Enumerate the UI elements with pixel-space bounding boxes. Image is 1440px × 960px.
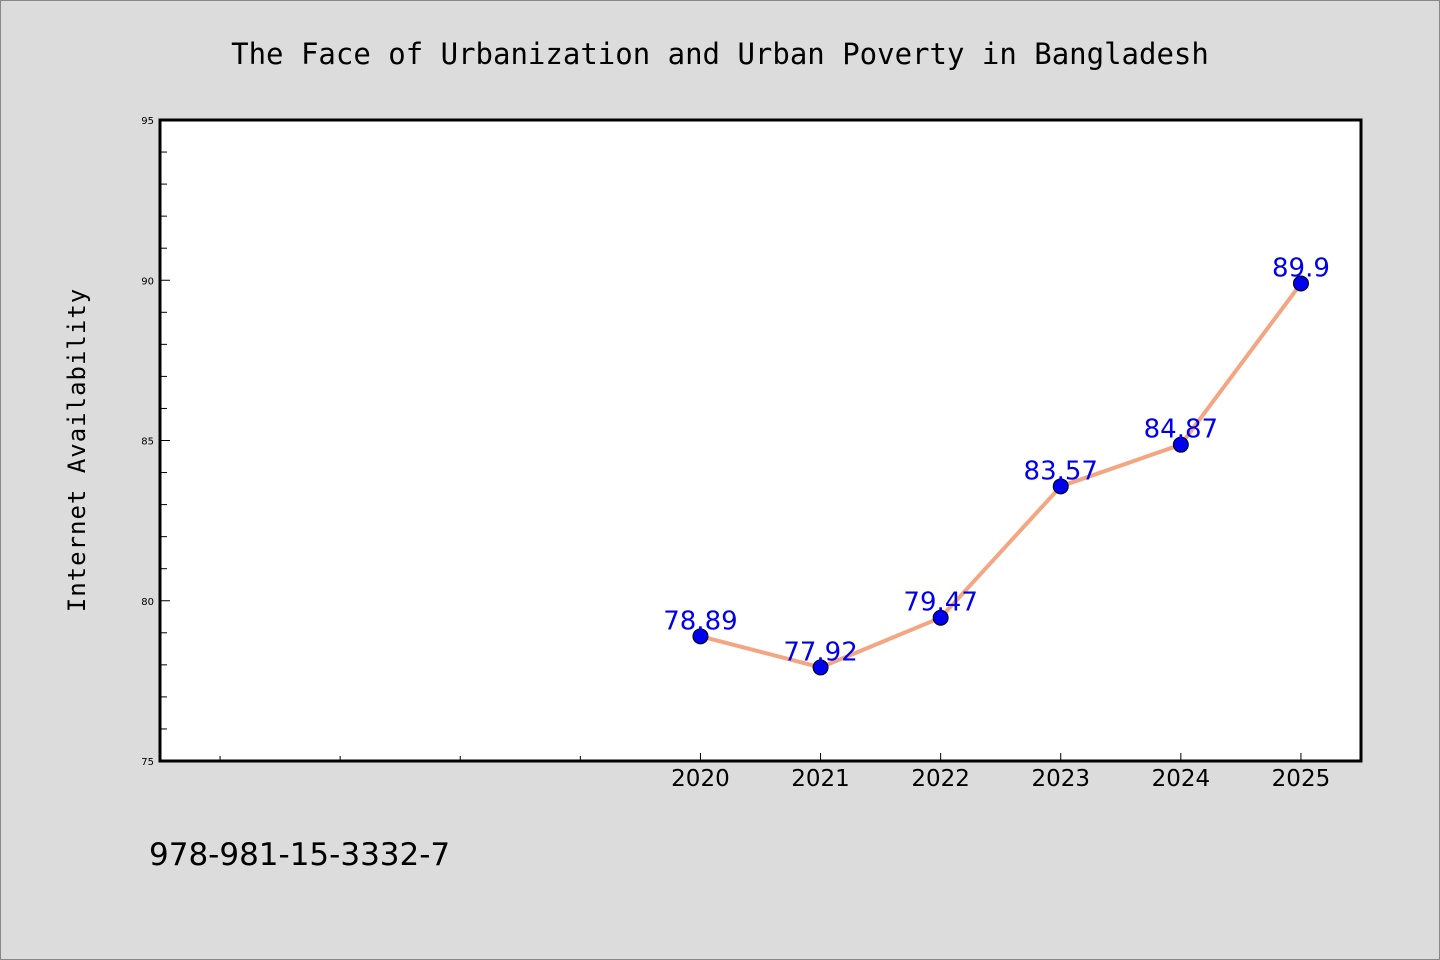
x-tick-label: 2020 bbox=[671, 766, 730, 792]
y-axis-label: Internet Availability bbox=[63, 288, 91, 612]
x-tick-label: 2021 bbox=[791, 766, 850, 792]
footnote-isbn: 978-981-15-3332-7 bbox=[149, 837, 450, 873]
data-points bbox=[692, 275, 1309, 676]
data-point-2024 bbox=[1172, 436, 1189, 453]
plot-area bbox=[160, 120, 1361, 761]
y-tick-label: 85 bbox=[141, 437, 154, 448]
y-tick-label: 90 bbox=[141, 276, 154, 287]
data-point-2023 bbox=[1052, 478, 1069, 495]
data-point-2022 bbox=[932, 609, 949, 626]
x-tick-label: 2023 bbox=[1031, 766, 1090, 792]
series-line-group bbox=[698, 281, 1303, 670]
data-label-2020: 78.89 bbox=[663, 606, 737, 636]
data-point-2020 bbox=[692, 628, 709, 645]
data-point-2025 bbox=[1292, 275, 1309, 292]
axis-ticks: 75 80 85 90 95 2020 2021 2022 2023 2024 2025 bbox=[141, 116, 1330, 792]
data-label-2025: 89.9 bbox=[1272, 253, 1330, 283]
data-labels: 78.89 77.92 79.47 83.57 84.87 89.9 bbox=[663, 253, 1330, 667]
series-line bbox=[698, 281, 1303, 670]
data-label-2022: 79.47 bbox=[903, 588, 977, 618]
data-point-2021 bbox=[812, 659, 829, 676]
x-tick-label: 2022 bbox=[911, 766, 970, 792]
y-tick-label: 95 bbox=[141, 116, 154, 127]
x-tick-label: 2025 bbox=[1272, 766, 1331, 792]
plot-frame bbox=[158, 118, 1363, 763]
y-tick-label: 75 bbox=[141, 757, 154, 768]
y-tick-label: 80 bbox=[141, 597, 154, 608]
chart-title: The Face of Urbanization and Urban Pover… bbox=[231, 37, 1209, 71]
x-tick-label: 2024 bbox=[1152, 766, 1211, 792]
data-label-2023: 83.57 bbox=[1024, 456, 1098, 486]
data-label-2024: 84.87 bbox=[1144, 415, 1218, 445]
data-label-2021: 77.92 bbox=[783, 637, 857, 667]
